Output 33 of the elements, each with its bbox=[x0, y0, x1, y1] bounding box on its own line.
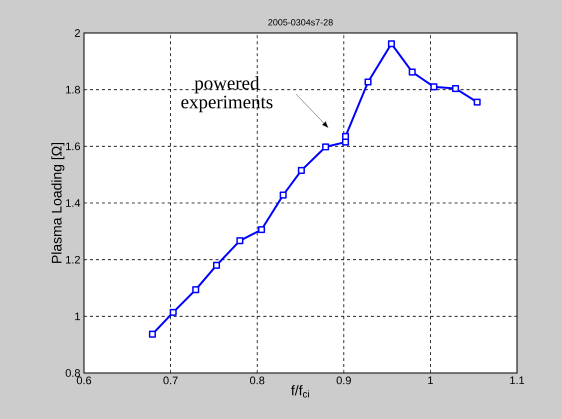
point bbox=[342, 132, 350, 140]
point bbox=[430, 83, 438, 90]
point bbox=[236, 237, 244, 244]
x-axis-title: f/f$_{ci}$ bbox=[291, 385, 309, 398]
point bbox=[298, 166, 305, 174]
y-tick-label: 2 bbox=[74, 29, 80, 37]
y-tick-label: 0.8 bbox=[66, 369, 80, 377]
x-tick-label: 0.8 bbox=[250, 376, 264, 384]
point bbox=[212, 262, 220, 269]
point bbox=[474, 98, 481, 106]
point bbox=[322, 143, 330, 150]
y-tick-label: 1.2 bbox=[66, 256, 80, 264]
point bbox=[408, 68, 416, 76]
point bbox=[388, 40, 395, 48]
chart-title: 2005-0304s7-28 bbox=[268, 19, 333, 26]
x-tick-label: 0.6 bbox=[76, 376, 92, 384]
x-tick-label: 1 bbox=[428, 376, 433, 384]
y-axis-title: Plasma Loading [Ω] bbox=[51, 142, 64, 263]
x-tick-label: 0.7 bbox=[163, 376, 178, 384]
x-tick-label: 0.9 bbox=[336, 376, 351, 384]
point bbox=[148, 330, 156, 338]
annotation: powered experiments bbox=[181, 76, 272, 112]
point bbox=[280, 192, 287, 199]
y-tick-label: 1.4 bbox=[66, 199, 80, 207]
y-tick-label: 1.8 bbox=[66, 86, 80, 94]
point bbox=[192, 286, 200, 294]
y-tick-label: 1 bbox=[75, 312, 80, 320]
y-tick-label: 1.6 bbox=[66, 142, 80, 150]
point bbox=[364, 78, 372, 86]
point bbox=[170, 308, 177, 316]
x-tick-label: 1.1 bbox=[510, 376, 524, 384]
point bbox=[258, 226, 266, 234]
point bbox=[452, 84, 460, 92]
